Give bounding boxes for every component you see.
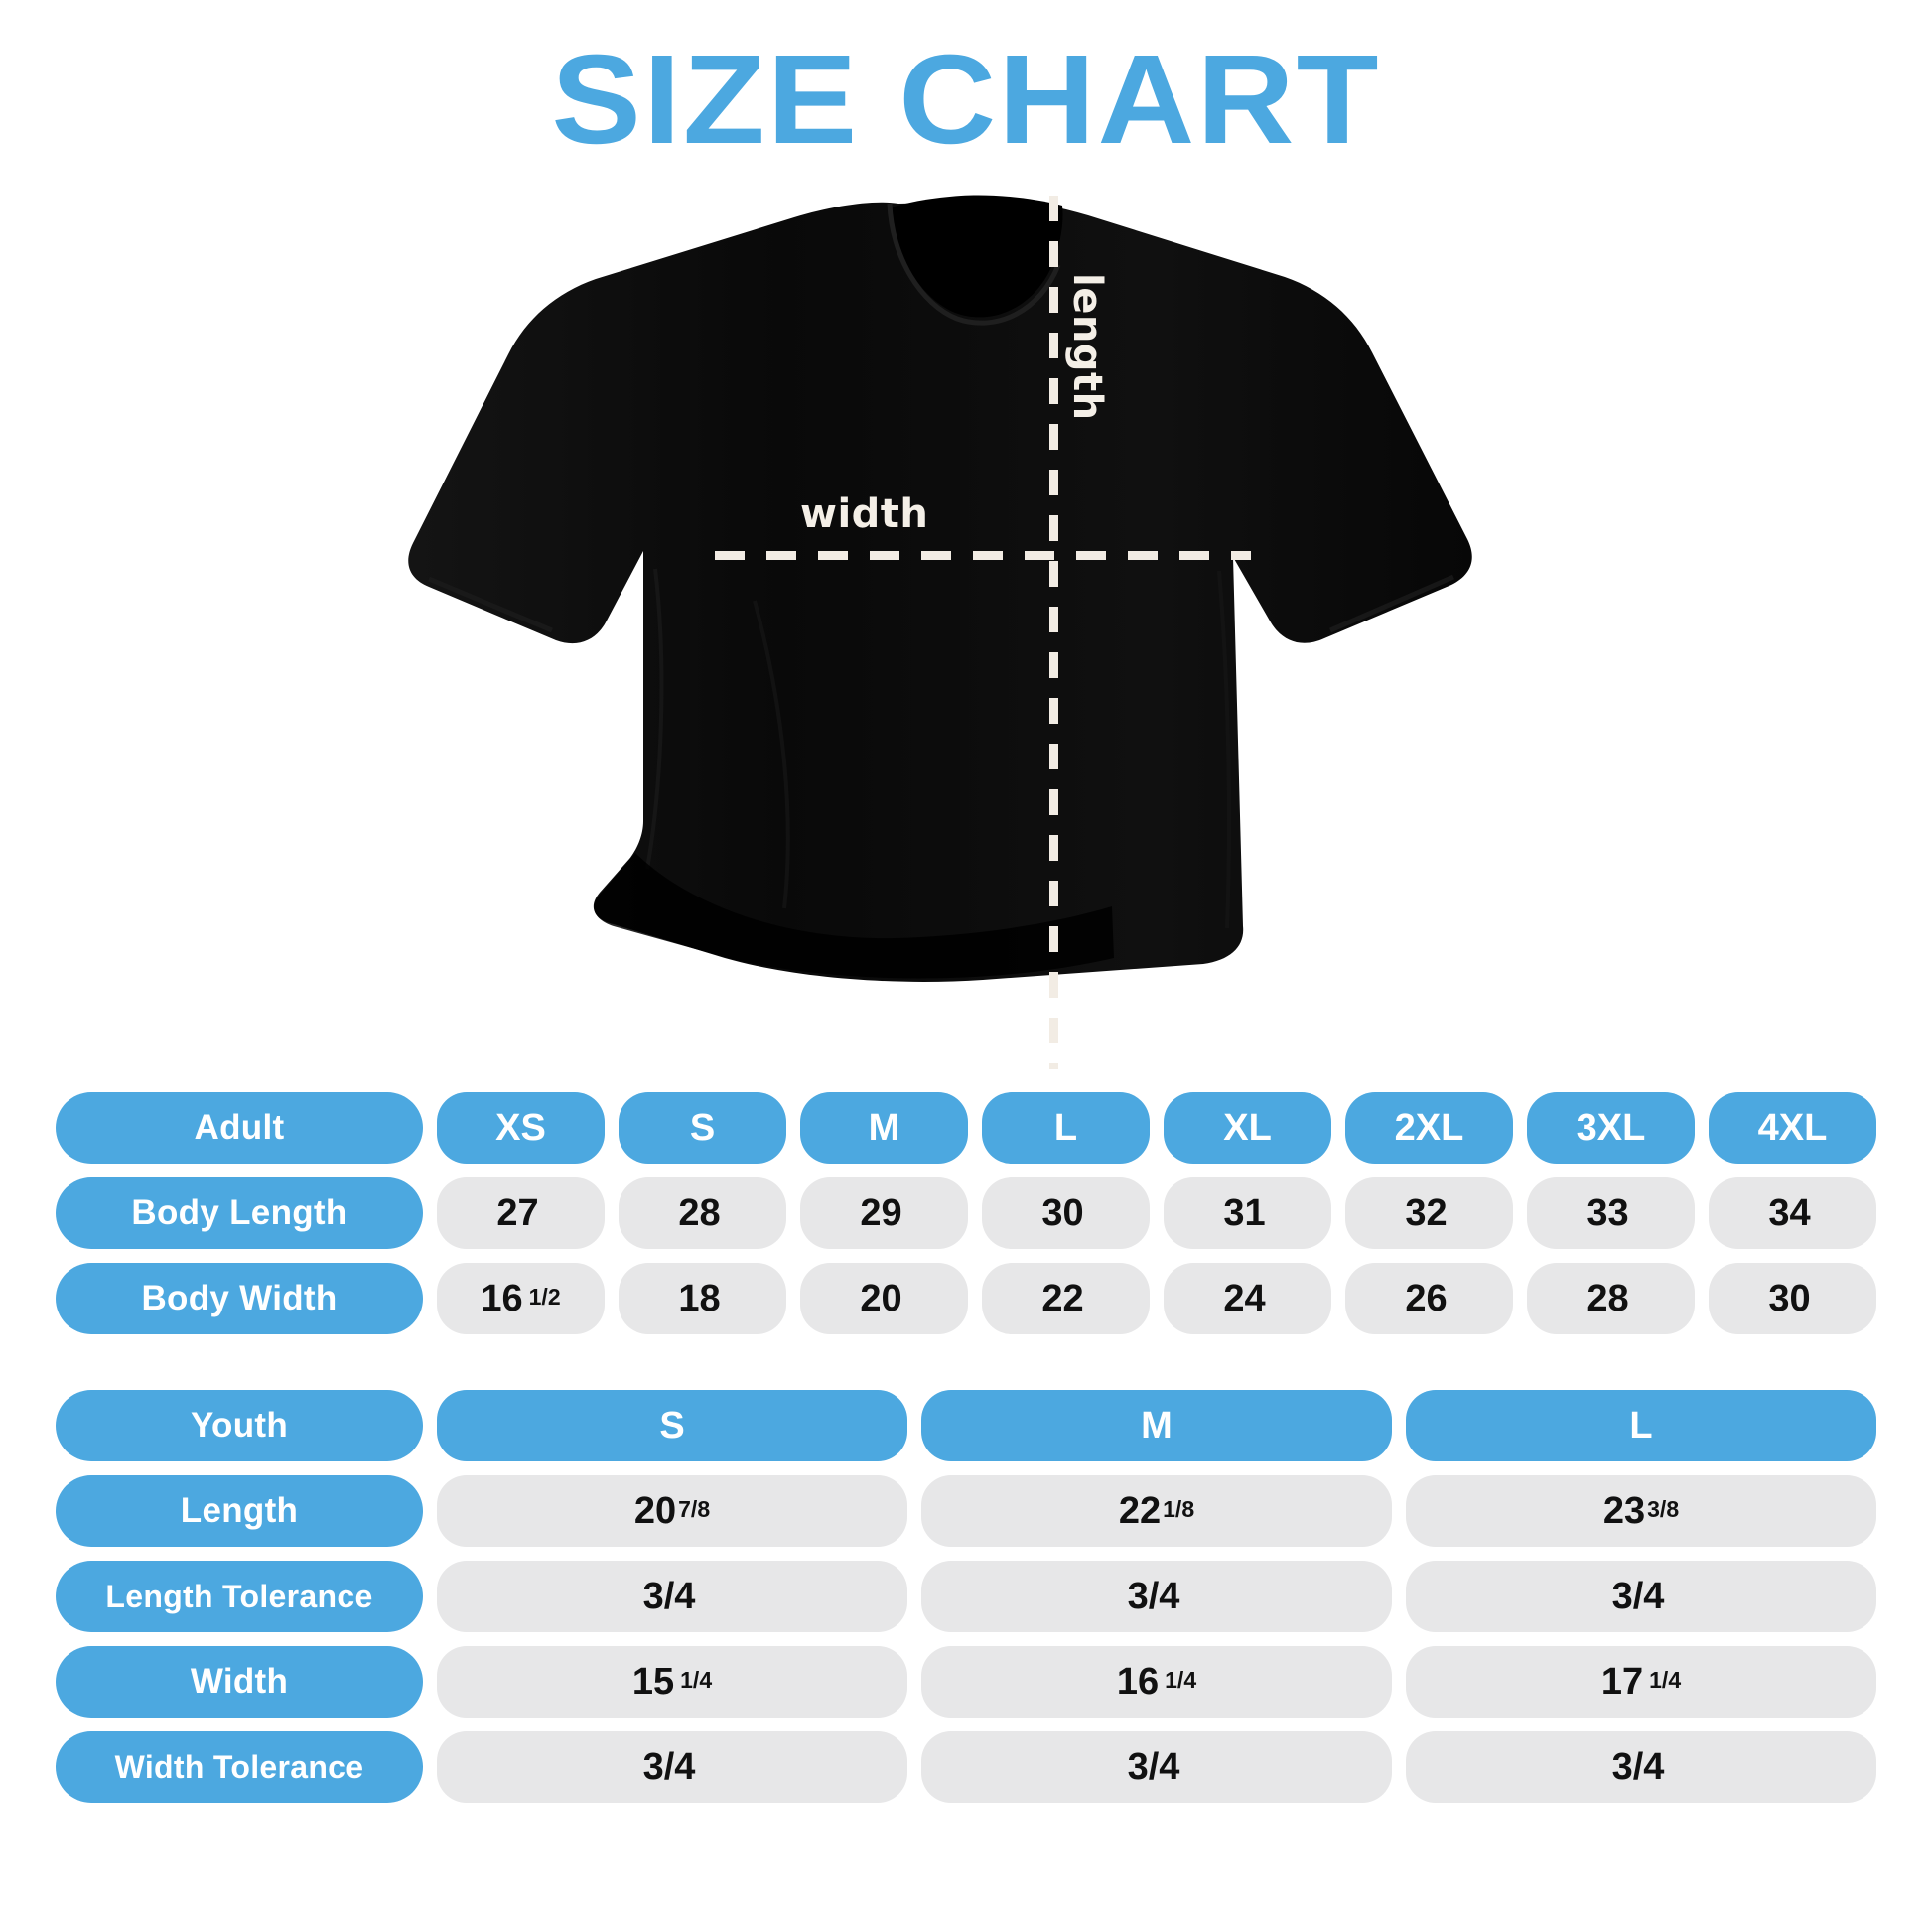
adult-size-xs[interactable]: XS — [437, 1092, 605, 1164]
youth-width-tolerance-l: 3/4 — [1406, 1731, 1876, 1803]
adult-header-row: Adult XS S M L XL 2XL 3XL 4XL — [56, 1092, 1876, 1164]
youth-header-row: Youth S M L — [56, 1390, 1876, 1461]
tshirt-illustration: width length — [0, 174, 1932, 1069]
adult-size-s[interactable]: S — [619, 1092, 786, 1164]
youth-size-s[interactable]: S — [437, 1390, 907, 1461]
youth-width-tolerance-s: 3/4 — [437, 1731, 907, 1803]
table-gap — [56, 1348, 1876, 1390]
adult-size-xl[interactable]: XL — [1164, 1092, 1331, 1164]
page-title: SIZE CHART — [551, 29, 1381, 171]
youth-length-m: 22 1/8 — [921, 1475, 1392, 1547]
adult-size-2xl[interactable]: 2XL — [1345, 1092, 1513, 1164]
table-row: Length Tolerance 3/4 3/4 3/4 — [56, 1561, 1876, 1632]
adult-row-label: Adult — [56, 1092, 423, 1164]
adult-body-length-xl: 31 — [1164, 1177, 1331, 1249]
adult-body-length-2xl: 32 — [1345, 1177, 1513, 1249]
table-row: Length 20 7/8 22 1/8 23 3/8 — [56, 1475, 1876, 1547]
adult-body-length-3xl: 33 — [1527, 1177, 1695, 1249]
adult-size-3xl[interactable]: 3XL — [1527, 1092, 1695, 1164]
youth-length-l: 23 3/8 — [1406, 1475, 1876, 1547]
youth-width-l: 17 1/4 — [1406, 1646, 1876, 1718]
youth-width-label: Width — [56, 1646, 423, 1718]
adult-body-length-label: Body Length — [56, 1177, 423, 1249]
adult-body-length-s: 28 — [619, 1177, 786, 1249]
adult-size-4xl[interactable]: 4XL — [1709, 1092, 1876, 1164]
adult-body-width-s: 18 — [619, 1263, 786, 1334]
youth-length-tolerance-label: Length Tolerance — [56, 1561, 423, 1632]
width-dashed-line — [715, 551, 1251, 560]
tshirt-shape-icon — [408, 195, 1472, 982]
youth-length-tolerance-l: 3/4 — [1406, 1561, 1876, 1632]
youth-width-s: 15 1/4 — [437, 1646, 907, 1718]
table-row: Width 15 1/4 16 1/4 17 1/4 — [56, 1646, 1876, 1718]
adult-body-width-xl: 24 — [1164, 1263, 1331, 1334]
youth-size-l[interactable]: L — [1406, 1390, 1876, 1461]
table-row: Body Length 27 28 29 30 31 32 33 34 — [56, 1177, 1876, 1249]
adult-body-length-m: 29 — [800, 1177, 968, 1249]
youth-length-s: 20 7/8 — [437, 1475, 907, 1547]
adult-body-width-4xl: 30 — [1709, 1263, 1876, 1334]
table-row: Body Width 16 1/2 18 20 22 24 26 28 30 — [56, 1263, 1876, 1334]
adult-body-length-xs: 27 — [437, 1177, 605, 1249]
adult-body-width-2xl: 26 — [1345, 1263, 1513, 1334]
adult-body-length-4xl: 34 — [1709, 1177, 1876, 1249]
youth-width-tolerance-label: Width Tolerance — [56, 1731, 423, 1803]
size-tables: Adult XS S M L XL 2XL 3XL 4XL Body Lengt… — [56, 1092, 1876, 1817]
adult-body-width-3xl: 28 — [1527, 1263, 1695, 1334]
table-row: Width Tolerance 3/4 3/4 3/4 — [56, 1731, 1876, 1803]
adult-body-width-xs: 16 1/2 — [437, 1263, 605, 1334]
length-measure-label: length — [1064, 273, 1110, 421]
adult-size-l[interactable]: L — [982, 1092, 1150, 1164]
length-dashed-line — [1049, 196, 1058, 1069]
youth-width-m: 16 1/4 — [921, 1646, 1392, 1718]
youth-length-label: Length — [56, 1475, 423, 1547]
width-measure-label: width — [800, 491, 929, 537]
youth-length-tolerance-m: 3/4 — [921, 1561, 1392, 1632]
youth-width-tolerance-m: 3/4 — [921, 1731, 1392, 1803]
adult-body-length-l: 30 — [982, 1177, 1150, 1249]
youth-row-label: Youth — [56, 1390, 423, 1461]
youth-size-m[interactable]: M — [921, 1390, 1392, 1461]
adult-body-width-label: Body Width — [56, 1263, 423, 1334]
adult-body-width-m: 20 — [800, 1263, 968, 1334]
adult-size-m[interactable]: M — [800, 1092, 968, 1164]
youth-length-tolerance-s: 3/4 — [437, 1561, 907, 1632]
adult-body-width-l: 22 — [982, 1263, 1150, 1334]
